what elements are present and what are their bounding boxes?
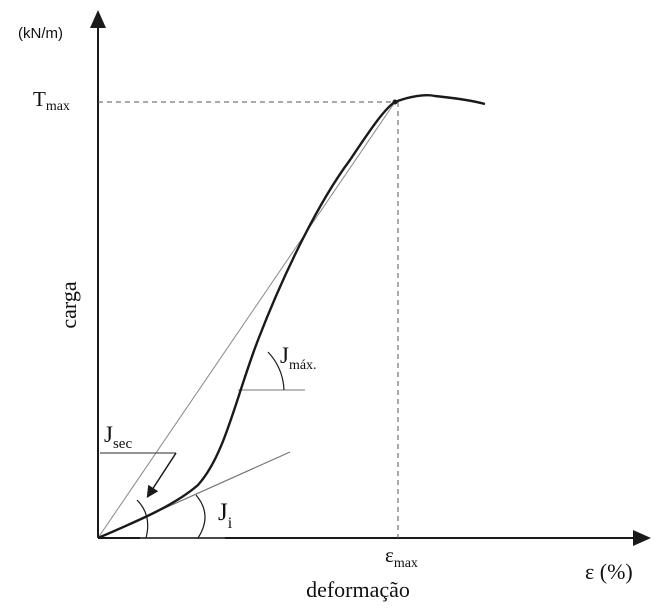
x-axis-label: deformação	[306, 577, 410, 602]
ji-angle-arc	[196, 495, 205, 538]
t-max-label: Tmax	[33, 87, 70, 114]
x-axis-symbol: ε (%)	[585, 559, 633, 584]
load-strain-curve	[98, 95, 485, 538]
peak-point	[393, 100, 398, 105]
eps-max-label: εmax	[385, 543, 418, 571]
jsec-pointer	[150, 453, 176, 493]
j-i-label: Ji	[218, 499, 233, 532]
secant-line	[98, 102, 395, 538]
y-unit-label: (kN/m)	[18, 25, 63, 42]
j-sec-label: Jsec	[104, 422, 132, 452]
j-max-label: Jmáx.	[280, 343, 317, 373]
y-axis-label: carga	[56, 281, 81, 328]
